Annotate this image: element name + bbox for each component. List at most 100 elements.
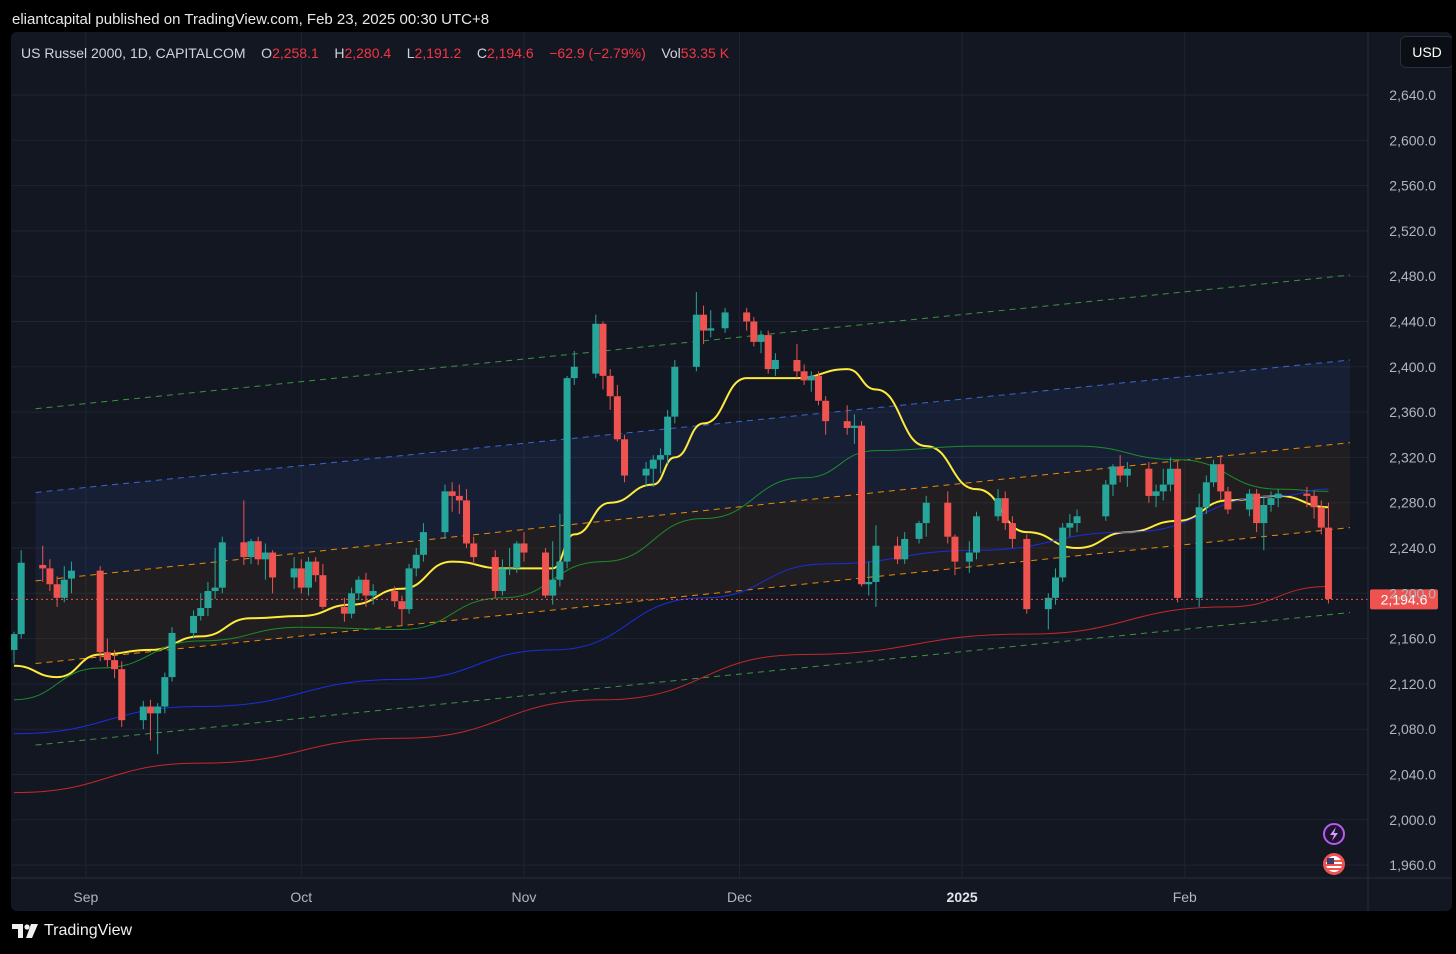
candle-body xyxy=(621,439,629,476)
candle-body xyxy=(290,568,298,578)
candle-body xyxy=(17,562,25,635)
candle-body xyxy=(1324,527,1332,599)
candle-body xyxy=(1116,466,1124,476)
candle-body xyxy=(1059,527,1067,578)
candle-body xyxy=(850,425,858,428)
y-tick-label: 2,560.0 xyxy=(1389,178,1436,194)
candle-body xyxy=(750,321,758,342)
candle-body xyxy=(1202,482,1210,508)
candle-body xyxy=(1195,507,1203,598)
y-tick-label: 2,120.0 xyxy=(1389,676,1436,692)
us-flag-icon xyxy=(1323,853,1345,875)
candle-body xyxy=(814,375,822,401)
candle-body xyxy=(498,568,506,592)
last-price-label: 2,194.6 xyxy=(1381,591,1428,607)
moving-average-line xyxy=(13,368,1329,679)
candle-body xyxy=(96,570,104,653)
candle-body xyxy=(455,495,463,501)
candle-body xyxy=(822,400,830,422)
candle-body xyxy=(67,570,75,579)
y-tick-label: 2,040.0 xyxy=(1389,767,1436,783)
candle-body xyxy=(865,581,873,585)
candle-body xyxy=(1267,498,1275,505)
y-tick-label: 2,520.0 xyxy=(1389,223,1436,239)
candle-body xyxy=(1303,493,1311,496)
y-tick-label: 2,280.0 xyxy=(1389,495,1436,511)
candle-body xyxy=(1052,577,1060,598)
candle-body xyxy=(11,634,18,650)
candle-body xyxy=(348,593,356,614)
candle-body xyxy=(312,561,320,576)
open-label: O xyxy=(261,45,273,61)
candle-body xyxy=(161,677,169,707)
y-tick-label: 2,000.0 xyxy=(1389,812,1436,828)
candle-body xyxy=(1044,597,1052,610)
candle-body xyxy=(139,706,147,721)
candle-body xyxy=(1210,464,1218,483)
candle-body xyxy=(261,552,269,560)
candle-body xyxy=(103,652,111,661)
x-tick-label: 2025 xyxy=(947,889,978,905)
channel-line-inner-upper xyxy=(35,442,1351,582)
candle-body xyxy=(297,568,305,588)
candle-body xyxy=(613,396,621,440)
candle-body xyxy=(664,416,672,456)
candle-body xyxy=(520,543,528,553)
y-tick-label: 2,480.0 xyxy=(1389,268,1436,284)
candle-body xyxy=(771,360,779,370)
candle-body xyxy=(448,491,456,496)
chart-panel[interactable]: 2,194.6 2,640.0 2,600.0 2,560.0 2,520.0 2,48… xyxy=(11,32,1452,911)
candle-body xyxy=(118,669,126,721)
blue-channel-fill xyxy=(35,360,1351,581)
candle-body xyxy=(154,706,162,714)
candle-body xyxy=(872,545,880,582)
candle-body xyxy=(671,366,679,417)
candle-body xyxy=(304,561,312,588)
footer-brand[interactable]: TradingView xyxy=(12,922,132,940)
candle-body xyxy=(944,502,952,537)
candle-body xyxy=(764,335,772,370)
channel-line-inner-lower xyxy=(35,527,1351,665)
candle-body xyxy=(700,314,708,331)
candle-body xyxy=(922,502,930,524)
candle-body xyxy=(1174,468,1182,598)
moving-average-line xyxy=(13,445,1329,701)
candle-body xyxy=(1123,468,1131,476)
candle-body xyxy=(951,536,959,562)
candle-body xyxy=(506,568,514,570)
candle-body xyxy=(1073,516,1081,524)
candle-body xyxy=(599,323,607,376)
candle-body xyxy=(807,375,815,381)
candle-body xyxy=(563,378,571,562)
candle-body xyxy=(111,660,119,670)
y-tick-label: 2,640.0 xyxy=(1389,87,1436,103)
candle-body xyxy=(843,421,851,428)
x-tick-label: Sep xyxy=(73,889,98,905)
candle-body xyxy=(491,557,499,592)
candle-body xyxy=(1317,507,1325,528)
candle-body xyxy=(692,314,700,367)
price-chart[interactable]: 2,194.6 2,640.0 2,600.0 2,560.0 2,520.0 2,48… xyxy=(11,32,1452,911)
candle-body xyxy=(542,552,550,596)
candle-body xyxy=(340,606,348,614)
candle-body xyxy=(412,554,420,569)
currency-button[interactable]: USD xyxy=(1400,36,1452,68)
candle-body xyxy=(1217,464,1225,492)
candle-body xyxy=(965,552,973,562)
candle-body xyxy=(1253,493,1261,524)
candle-body xyxy=(513,543,521,569)
y-tick-label: 2,240.0 xyxy=(1389,540,1436,556)
candle-body xyxy=(721,312,729,329)
candle-body xyxy=(463,500,471,544)
candle-body xyxy=(642,468,650,476)
candle-body xyxy=(247,541,255,558)
channel-line-outer-upper xyxy=(35,274,1351,410)
candle-body xyxy=(893,545,901,560)
candle-body xyxy=(1260,504,1268,524)
channel-line-outer-lower xyxy=(35,612,1351,746)
candle-body xyxy=(369,591,377,596)
candle-body xyxy=(211,587,219,592)
candle-body xyxy=(1145,468,1153,496)
high-label: H xyxy=(334,45,345,61)
tradingview-logo-icon xyxy=(12,924,38,938)
